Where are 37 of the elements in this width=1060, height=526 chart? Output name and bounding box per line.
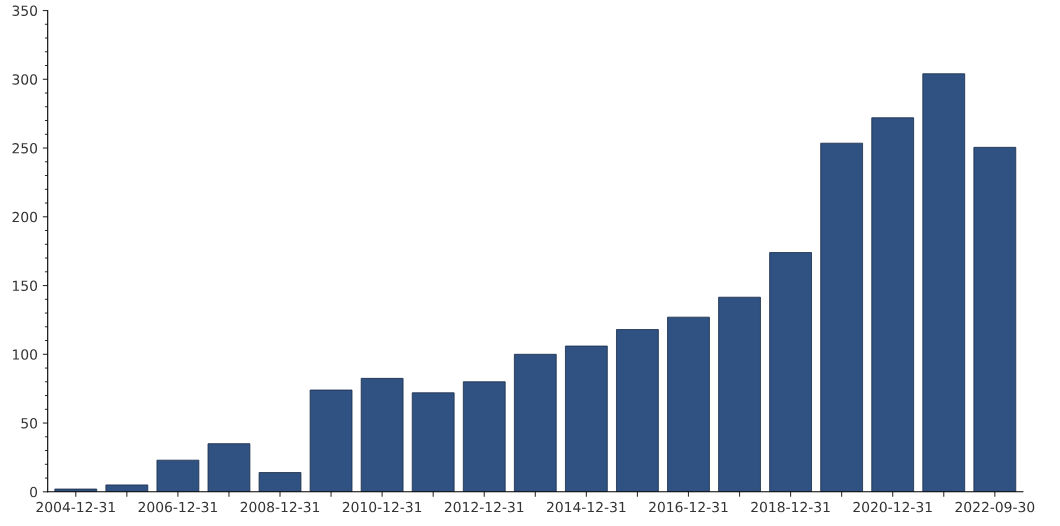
x-tick-label: 2012-12-31 — [444, 501, 524, 513]
y-tick-label: 250 — [12, 143, 38, 154]
y-tick-label: 200 — [12, 211, 38, 223]
y-tick-label: 50 — [21, 418, 38, 429]
x-tick-label: 2016-12-31 — [649, 501, 728, 513]
x-tick-label: 2014-12-31 — [547, 501, 626, 513]
x-tick-label: 2020-12-31 — [853, 501, 932, 513]
y-tick-label: 350 — [12, 5, 38, 16]
bar — [667, 316, 710, 492]
bar — [718, 296, 761, 492]
y-tick-label: 0 — [30, 486, 38, 498]
bar — [922, 73, 966, 492]
bar — [258, 472, 302, 492]
y-tick-label: 100 — [12, 349, 38, 360]
bar — [565, 345, 608, 492]
bar — [513, 353, 557, 492]
x-tick-label: 2022-09-30 — [955, 501, 1035, 513]
bar — [309, 389, 353, 492]
y-tick-label: 150 — [12, 280, 38, 292]
bar — [105, 484, 149, 492]
x-tick-label: 2018-12-31 — [751, 501, 830, 513]
bar — [820, 142, 863, 492]
x-tick-label: 2004-12-31 — [36, 501, 115, 513]
bar — [616, 329, 659, 492]
bar — [360, 377, 404, 492]
bar — [973, 146, 1017, 492]
bar — [207, 443, 251, 492]
x-tick-label: 2006-12-31 — [138, 501, 217, 513]
x-tick-label: 2008-12-31 — [240, 501, 320, 513]
bar — [156, 459, 200, 492]
x-tick-label: 2010-12-31 — [342, 501, 422, 513]
bar — [54, 488, 98, 492]
bar — [411, 392, 455, 492]
y-tick-label: 300 — [12, 74, 38, 85]
bar — [462, 381, 506, 492]
bar — [871, 117, 915, 492]
bar — [769, 252, 812, 492]
